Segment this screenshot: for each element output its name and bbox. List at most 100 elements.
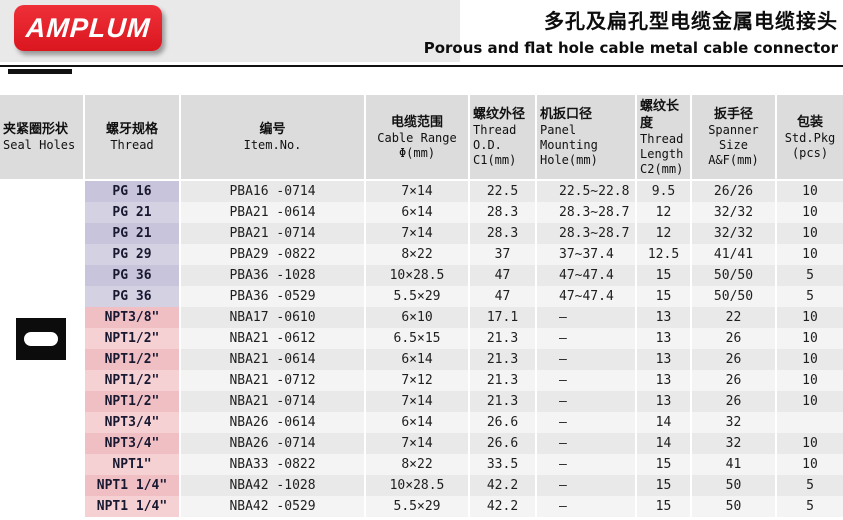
column-header-zh: 扳手径 bbox=[713, 107, 753, 122]
thread-od-cell: 17.1 bbox=[470, 307, 535, 328]
column-header-zh: 机扳口径 bbox=[540, 107, 593, 122]
thread-od-cell: 21.3 bbox=[470, 328, 535, 349]
panel-hole-cell: 28.3~28.7 bbox=[537, 223, 635, 244]
pkg-cell bbox=[777, 412, 843, 433]
thread-cell: NPT3/8" bbox=[85, 307, 179, 328]
thread-cell: NPT1/2" bbox=[85, 370, 179, 391]
pkg-cell: 10 bbox=[777, 370, 843, 391]
cable-range-cell: 6.5×15 bbox=[366, 328, 468, 349]
spanner-cell: 32 bbox=[692, 433, 775, 454]
page-subtitle: Porous and flat hole cable metal cable c… bbox=[423, 39, 838, 57]
column-header-en: Thread bbox=[473, 123, 517, 137]
column-header-6: 机扳口径 Panel Mounting Hole(mm) bbox=[537, 95, 635, 181]
thread-len-cell: 13 bbox=[637, 307, 690, 328]
column-header-zh: 电缆范围 bbox=[390, 114, 443, 130]
cable-range-cell: 5.5×29 bbox=[366, 286, 468, 307]
cable-range-cell: 8×22 bbox=[366, 244, 468, 265]
panel-hole-cell: – bbox=[537, 475, 635, 496]
column-header-8: 扳手径 Spanner Size A&F(mm) bbox=[692, 95, 775, 181]
item-cell: NBA33 -0822 bbox=[181, 454, 364, 475]
item-cell: NBA42 -1028 bbox=[181, 475, 364, 496]
item-cell: PBA29 -0822 bbox=[181, 244, 364, 265]
cable-range-cell: 6×14 bbox=[366, 202, 468, 223]
thread-cell: NPT3/4" bbox=[85, 433, 179, 454]
panel-hole-cell: 37~37.4 bbox=[537, 244, 635, 265]
pkg-cell: 10 bbox=[777, 202, 843, 223]
thread-cell: PG 29 bbox=[85, 244, 179, 265]
thread-len-cell: 15 bbox=[637, 475, 690, 496]
column-header-zh: 夹紧圈形状 bbox=[3, 122, 69, 137]
spanner-cell: 26 bbox=[692, 391, 775, 412]
thread-cell: NPT1/2" bbox=[85, 328, 179, 349]
column-header-2: 螺牙规格 Thread bbox=[85, 95, 179, 181]
thread-od-cell: 37 bbox=[470, 244, 535, 265]
thread-len-cell: 13 bbox=[637, 349, 690, 370]
panel-hole-cell: – bbox=[537, 349, 635, 370]
thread-cell: PG 21 bbox=[85, 223, 179, 244]
thread-od-cell: 26.6 bbox=[470, 433, 535, 454]
spanner-cell: 26 bbox=[692, 349, 775, 370]
column-header-en: C1(mm) bbox=[473, 153, 517, 167]
column-header-en: Spanner Size bbox=[708, 123, 759, 152]
column-header-en: Length bbox=[640, 146, 684, 161]
cable-range-cell: 10×28.5 bbox=[366, 265, 468, 286]
thread-od-cell: 21.3 bbox=[470, 391, 535, 412]
thread-od-cell: 28.3 bbox=[470, 223, 535, 244]
thread-od-cell: 28.3 bbox=[470, 202, 535, 223]
thread-od-cell: 21.3 bbox=[470, 349, 535, 370]
panel-hole-cell: – bbox=[537, 412, 635, 433]
cable-range-cell: 7×14 bbox=[366, 391, 468, 412]
item-cell: NBA21 -0612 bbox=[181, 328, 364, 349]
cable-range-cell: 5.5×29 bbox=[366, 496, 468, 517]
thread-cell: NPT1/2" bbox=[85, 391, 179, 412]
item-cell: PBA16 -0714 bbox=[181, 181, 364, 202]
column-header-en: Cable Range bbox=[377, 130, 457, 145]
spanner-cell: 50 bbox=[692, 496, 775, 517]
thread-len-cell: 13 bbox=[637, 391, 690, 412]
panel-hole-cell: 28.3~28.7 bbox=[537, 202, 635, 223]
column-header-en: Mounting bbox=[540, 138, 598, 152]
item-cell: PBA36 -1028 bbox=[181, 265, 364, 286]
thread-len-cell: 13 bbox=[637, 370, 690, 391]
cable-range-cell: 6×14 bbox=[366, 349, 468, 370]
thread-od-cell: 47 bbox=[470, 265, 535, 286]
thread-len-cell: 12.5 bbox=[637, 244, 690, 265]
thread-cell: PG 36 bbox=[85, 286, 179, 307]
column-header-9: 包装 Std.Pkg (pcs) bbox=[777, 95, 843, 181]
page-title-block: 多孔及扁孔型电缆金属电缆接头 Porous and flat hole cabl… bbox=[424, 5, 838, 57]
spanner-cell: 32/32 bbox=[692, 223, 775, 244]
spanner-cell: 32 bbox=[692, 412, 775, 433]
thread-cell: NPT3/4" bbox=[85, 412, 179, 433]
item-cell: PBA36 -0529 bbox=[181, 286, 364, 307]
column-header-en: Thread bbox=[110, 138, 154, 152]
thread-od-cell: 47 bbox=[470, 286, 535, 307]
item-cell: PBA21 -0714 bbox=[181, 223, 364, 244]
page-title: 多孔及扁孔型电缆金属电缆接头 bbox=[544, 9, 838, 33]
panel-hole-cell: – bbox=[537, 496, 635, 517]
thread-len-cell: 15 bbox=[637, 496, 690, 517]
thread-cell: PG 21 bbox=[85, 202, 179, 223]
thread-len-cell: 9.5 bbox=[637, 181, 690, 202]
thread-len-cell: 12 bbox=[637, 202, 690, 223]
pkg-cell: 10 bbox=[777, 328, 843, 349]
column-header-en: Item.No. bbox=[243, 138, 302, 152]
item-cell: NBA42 -0529 bbox=[181, 496, 364, 517]
panel-hole-cell: – bbox=[537, 454, 635, 475]
column-header-en: (pcs) bbox=[791, 145, 829, 160]
column-header-7: 螺纹长度 Thread Length C2(mm) bbox=[637, 95, 690, 181]
thread-od-cell: 42.2 bbox=[470, 496, 535, 517]
column-header-en: Hole(mm) bbox=[540, 153, 598, 167]
panel-hole-cell: – bbox=[537, 370, 635, 391]
header-accent-bar bbox=[8, 69, 72, 74]
pkg-cell: 5 bbox=[777, 265, 843, 286]
panel-hole-cell: 47~47.4 bbox=[537, 286, 635, 307]
thread-cell: NPT1" bbox=[85, 454, 179, 475]
column-header-en: Thread bbox=[640, 131, 684, 146]
column-header-en: Seal Holes bbox=[3, 138, 76, 152]
thread-od-cell: 33.5 bbox=[470, 454, 535, 475]
column-header-zh: 包装 bbox=[796, 114, 823, 130]
panel-hole-cell: – bbox=[537, 433, 635, 454]
cable-range-cell: 6×14 bbox=[366, 412, 468, 433]
spanner-cell: 26/26 bbox=[692, 181, 775, 202]
cable-range-cell: 7×14 bbox=[366, 181, 468, 202]
